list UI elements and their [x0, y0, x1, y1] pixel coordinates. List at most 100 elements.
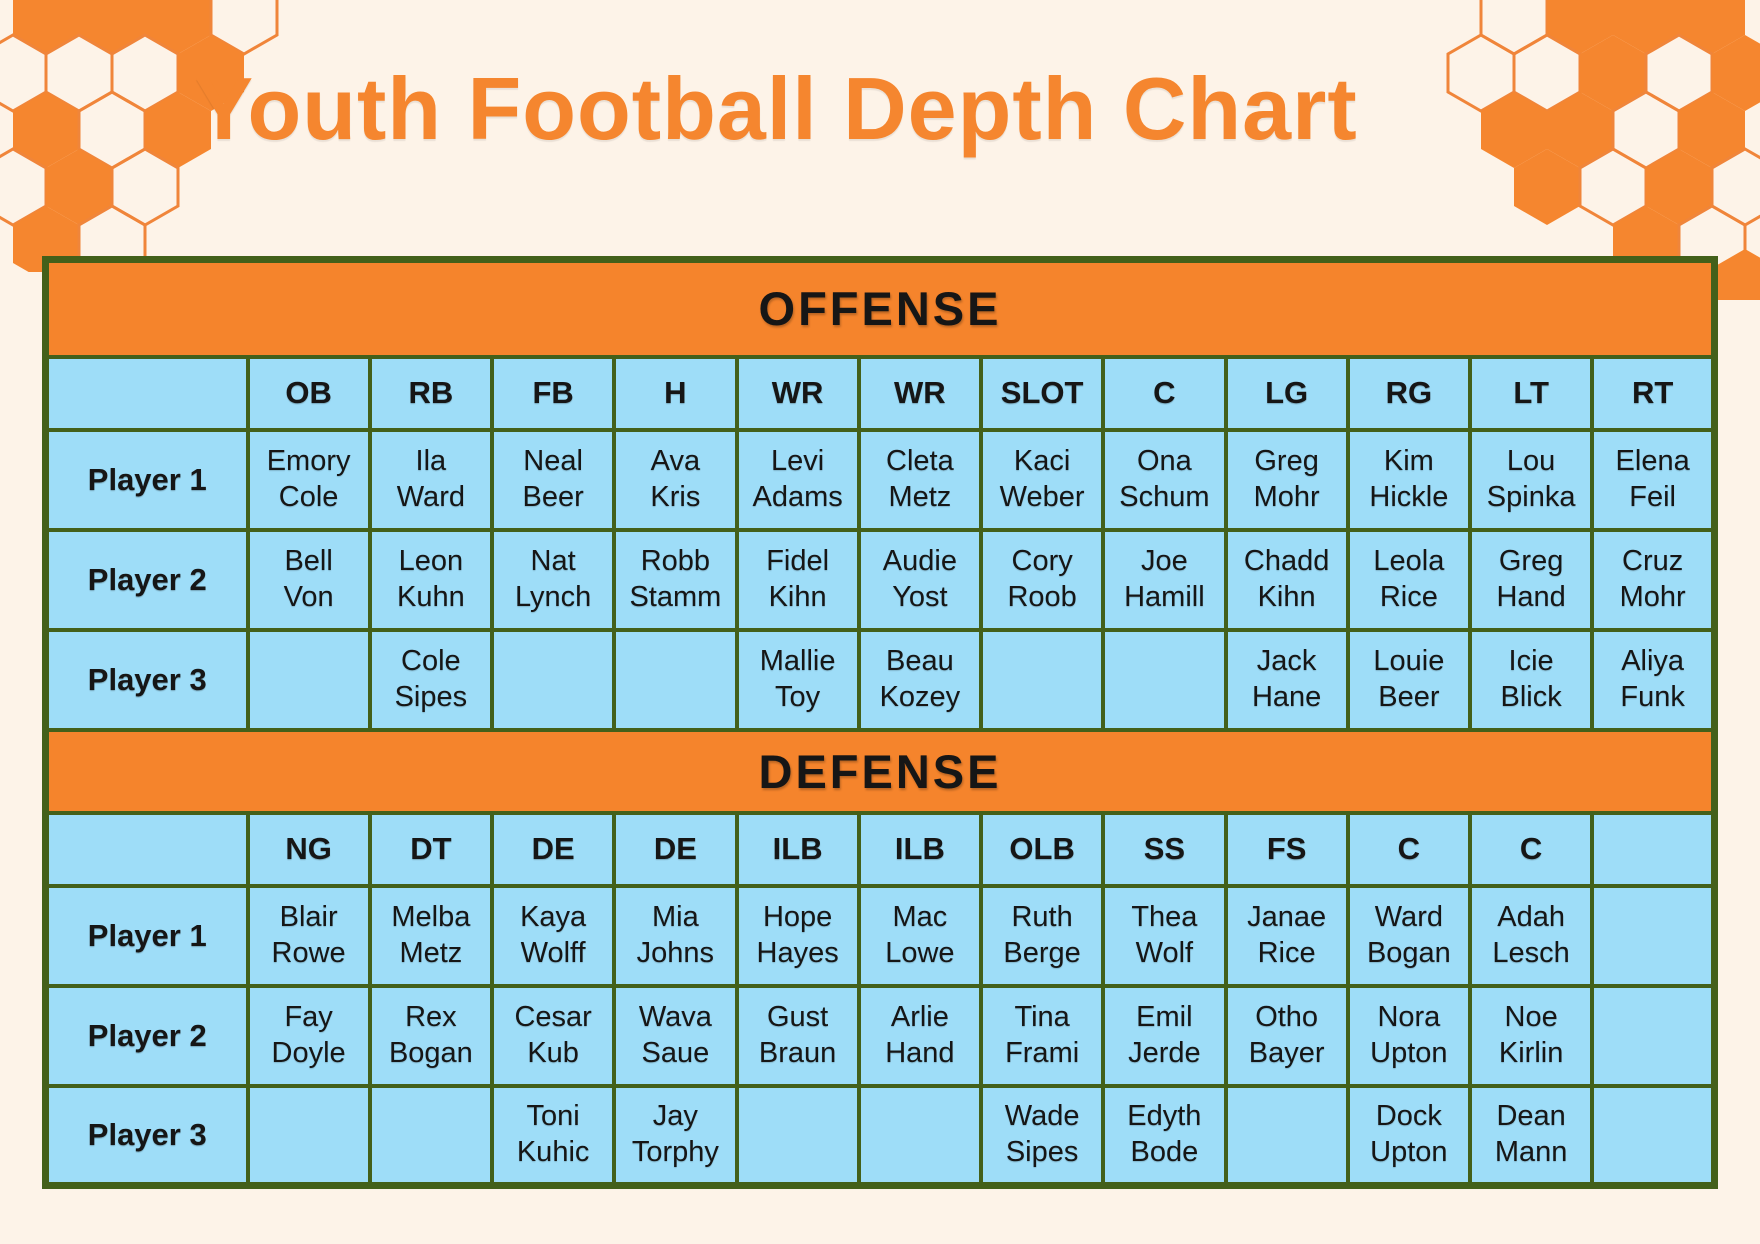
player-cell: Rex Bogan: [367, 983, 495, 1088]
player-cell: Mac Lowe: [856, 883, 984, 988]
player-cell: [1590, 983, 1717, 1088]
player-cell: Tina Frami: [978, 983, 1106, 1088]
player-cell: Dock Upton: [1345, 1083, 1473, 1188]
player-cell: Toni Kuhic: [489, 1083, 617, 1188]
position-header: WR: [734, 354, 861, 432]
position-header: DT: [367, 810, 495, 888]
position-header: RB: [367, 354, 495, 432]
position-header: ILB: [734, 810, 861, 888]
player-cell: Ava Kris: [612, 427, 739, 532]
position-header: NG: [245, 810, 372, 888]
player-cell: Jack Hane: [1223, 627, 1350, 732]
player-cell: [856, 1083, 984, 1188]
player-row-label: Player 3: [43, 627, 250, 732]
player-cell: Mallie Toy: [734, 627, 861, 732]
player-cell: [978, 627, 1106, 732]
player-cell: [1101, 627, 1228, 732]
player-cell: Janae Rice: [1223, 883, 1350, 988]
position-header: C: [1467, 810, 1595, 888]
position-header: FS: [1223, 810, 1350, 888]
player-cell: Ona Schum: [1101, 427, 1228, 532]
player-cell: [489, 627, 617, 732]
player-cell: Kim Hickle: [1345, 427, 1473, 532]
player-cell: Louie Beer: [1345, 627, 1473, 732]
position-header: OB: [245, 354, 372, 432]
player-cell: Bell Von: [245, 527, 372, 632]
position-header: DE: [612, 810, 739, 888]
player-cell: Neal Beer: [489, 427, 617, 532]
player-cell: Nora Upton: [1345, 983, 1473, 1088]
player-cell: Greg Mohr: [1223, 427, 1350, 532]
player-cell: Ila Ward: [367, 427, 495, 532]
player-cell: Ruth Berge: [978, 883, 1106, 988]
player-cell: Cole Sipes: [367, 627, 495, 732]
position-header: C: [1101, 354, 1228, 432]
table-row: Player 3 Cole Sipes Mallie Toy Beau Kozey Jack H…: [43, 627, 1717, 732]
player-row-label: Player 2: [43, 527, 250, 632]
table-row: Player 1 Blair Rowe Melba Metz Kaya Wolff Mia Jo…: [43, 883, 1717, 988]
player-row-label: Player 3: [43, 1083, 250, 1188]
player-cell: Cruz Mohr: [1590, 527, 1717, 632]
player-cell: Otho Bayer: [1223, 983, 1350, 1088]
player-cell: [734, 1083, 861, 1188]
player-cell: Chadd Kihn: [1223, 527, 1350, 632]
player-cell: Wava Saue: [612, 983, 739, 1088]
player-cell: [367, 1083, 495, 1188]
player-cell: Dean Mann: [1467, 1083, 1595, 1188]
player-cell: Cory Roob: [978, 527, 1106, 632]
player-cell: Arlie Hand: [856, 983, 984, 1088]
table-row: Player 2 Bell Von Leon Kuhn Nat Lynch Robb Stamm…: [43, 527, 1717, 632]
player-cell: Cesar Kub: [489, 983, 617, 1088]
player-cell: Noe Kirlin: [1467, 983, 1595, 1088]
player-cell: Edyth Bode: [1101, 1083, 1228, 1188]
player-cell: Icie Blick: [1467, 627, 1595, 732]
player-cell: Levi Adams: [734, 427, 861, 532]
section-banner-row: DEFENSE: [43, 727, 1717, 815]
corner-cell: [43, 810, 250, 888]
player-cell: [1590, 1083, 1717, 1188]
player-cell: [1223, 1083, 1350, 1188]
player-cell: Adah Lesch: [1467, 883, 1595, 988]
section-banner-row: OFFENSE: [43, 257, 1717, 359]
player-cell: Melba Metz: [367, 883, 495, 988]
position-header: H: [612, 354, 739, 432]
player-row-label: Player 1: [43, 427, 250, 532]
player-cell: Greg Hand: [1467, 527, 1595, 632]
player-row-label: Player 2: [43, 983, 250, 1088]
position-header: RG: [1345, 354, 1473, 432]
position-header: LG: [1223, 354, 1350, 432]
player-cell: Gust Braun: [734, 983, 861, 1088]
position-header: WR: [856, 354, 984, 432]
position-header: [1590, 810, 1717, 888]
player-cell: Kaci Weber: [978, 427, 1106, 532]
position-header: ILB: [856, 810, 984, 888]
position-header: FB: [489, 354, 617, 432]
position-header-row: NG DT DE DE ILB ILB OLB SS FS C C: [43, 810, 1717, 888]
table-row: Player 3 Toni Kuhic Jay Torphy Wade Sipes Edyth…: [43, 1083, 1717, 1188]
player-cell: [1590, 883, 1717, 988]
player-cell: Blair Rowe: [245, 883, 372, 988]
player-cell: Beau Kozey: [856, 627, 984, 732]
table-row: Player 1 Emory Cole Ila Ward Neal Beer Ava Kris L…: [43, 427, 1717, 532]
corner-cell: [43, 354, 250, 432]
position-header: RT: [1590, 354, 1717, 432]
position-header: SS: [1101, 810, 1228, 888]
player-cell: Ward Bogan: [1345, 883, 1473, 988]
position-header: C: [1345, 810, 1473, 888]
player-cell: [245, 627, 372, 732]
player-cell: Kaya Wolff: [489, 883, 617, 988]
section-banner-defense: DEFENSE: [43, 727, 1717, 815]
player-cell: Elena Feil: [1590, 427, 1717, 532]
player-cell: Joe Hamill: [1101, 527, 1228, 632]
player-cell: Jay Torphy: [612, 1083, 739, 1188]
player-cell: Wade Sipes: [978, 1083, 1106, 1188]
player-cell: Hope Hayes: [734, 883, 861, 988]
player-cell: [612, 627, 739, 732]
player-cell: Leon Kuhn: [367, 527, 495, 632]
player-cell: Aliya Funk: [1590, 627, 1717, 732]
player-cell: Cleta Metz: [856, 427, 984, 532]
player-row-label: Player 1: [43, 883, 250, 988]
position-header: OLB: [978, 810, 1106, 888]
